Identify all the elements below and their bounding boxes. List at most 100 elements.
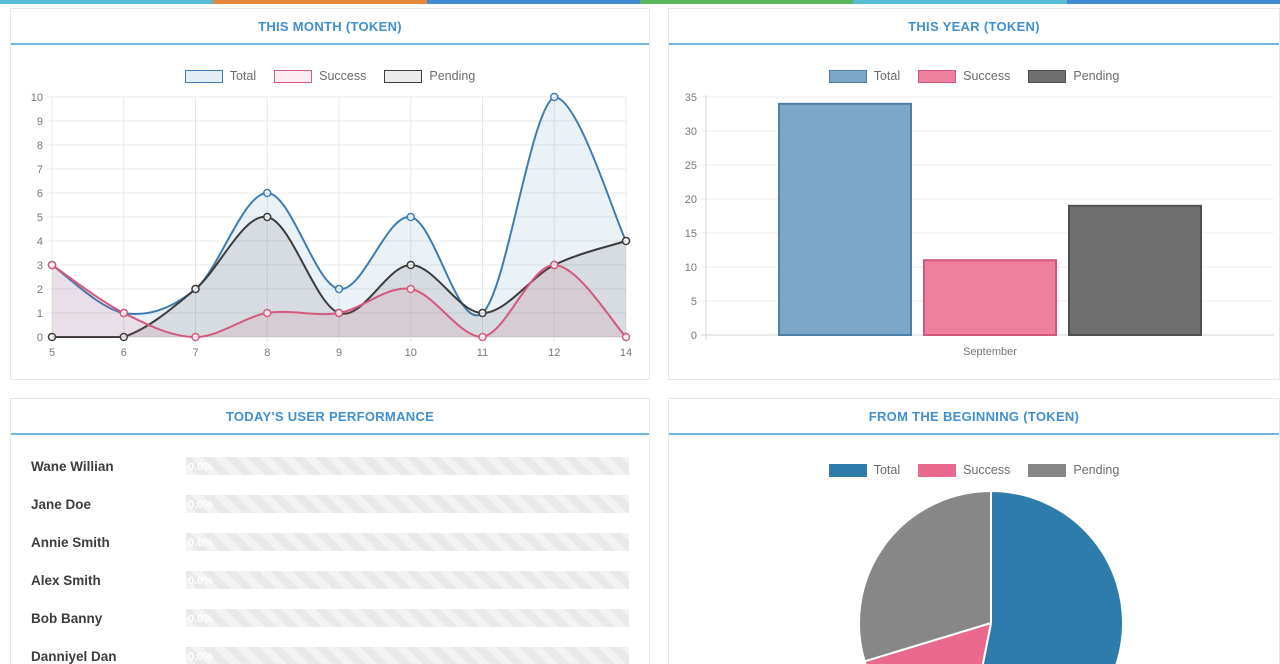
progress-value: 0.0% (188, 499, 214, 511)
legend-swatch-pending (1028, 463, 1067, 477)
legend-label: Success (319, 69, 367, 83)
legend-label: Total (229, 69, 257, 83)
user-name: Jane Doe (31, 496, 92, 512)
svg-text:9: 9 (336, 347, 342, 359)
panel-this-month-header: THIS MONTH (TOKEN) (11, 9, 649, 45)
user-performance-row: Alex Smith 0.0% (31, 571, 629, 589)
legend-swatch-total (184, 69, 223, 83)
user-name: Bob Banny (31, 610, 103, 626)
svg-text:30: 30 (685, 126, 697, 138)
legend-item-success: Success (918, 69, 1010, 83)
user-name: Danniyel Dan (31, 648, 117, 664)
panel-this-year-header: THIS YEAR (TOKEN) (669, 9, 1279, 45)
progress-value: 0.0% (188, 537, 214, 549)
svg-text:8: 8 (264, 347, 270, 359)
legend-item-total: Total (828, 69, 901, 83)
panel-title-this-year: THIS YEAR (TOKEN) (908, 19, 1040, 34)
svg-text:10: 10 (685, 262, 697, 274)
svg-text:14: 14 (620, 347, 632, 359)
panel-this-month: THIS MONTH (TOKEN) Total Success Pending 0… (10, 8, 650, 380)
legend-swatch-total (828, 69, 867, 83)
from-beginning-chart-legend: Total Success Pending (669, 463, 1279, 477)
user-performance-row: Jane Doe 0.0% (31, 495, 629, 513)
dashboard-grid: THIS MONTH (TOKEN) Total Success Pending 0… (10, 8, 1280, 664)
svg-text:0: 0 (37, 332, 43, 344)
top-strip-segment-3 (426, 0, 640, 4)
legend-swatch-total (828, 463, 867, 477)
svg-text:8: 8 (37, 140, 43, 152)
svg-text:5: 5 (49, 347, 55, 359)
svg-text:6: 6 (121, 347, 127, 359)
svg-text:6: 6 (37, 188, 43, 200)
panel-this-year: THIS YEAR (TOKEN) Total Success Pending 0 5… (668, 8, 1280, 380)
legend-label: Pending (1073, 69, 1120, 83)
svg-text:25: 25 (685, 160, 697, 172)
legend-label: Total (873, 69, 901, 83)
progress-bar: 0.0% (186, 533, 629, 551)
svg-text:10: 10 (405, 347, 417, 359)
top-strip-segment-6 (1066, 0, 1280, 4)
this-year-bar-chart: 0 5 10 15 20 25 30 35 September (685, 92, 1274, 358)
panel-title-this-month: THIS MONTH (TOKEN) (258, 19, 402, 34)
user-name: Wane Willian (31, 458, 114, 474)
top-strip-segment-1 (0, 0, 214, 4)
progress-bar: 0.0% (186, 609, 629, 627)
panel-title-user-performance: TODAY'S USER PERFORMANCE (225, 409, 435, 424)
svg-text:3: 3 (37, 260, 43, 272)
progress-value: 0.0% (188, 613, 214, 625)
user-performance-row: Annie Smith 0.0% (31, 533, 629, 551)
svg-text:12: 12 (548, 347, 560, 359)
user-performance-row: Bob Banny 0.0% (31, 609, 629, 627)
svg-text:7: 7 (37, 164, 43, 176)
svg-text:5: 5 (37, 212, 43, 224)
top-strip-segment-5 (853, 0, 1067, 4)
user-performance-list: Wane Willian 0.0% Jane Doe 0.0% Annie Smith 0… (11, 435, 649, 664)
panel-from-beginning: FROM THE BEGINNING (TOKEN) Total Success P… (668, 398, 1280, 664)
this-year-chart-legend: Total Success Pending (669, 69, 1279, 83)
legend-label: Pending (429, 69, 476, 83)
top-progress-strip (0, 0, 1280, 4)
legend-label: Total (873, 463, 901, 477)
svg-text:September: September (963, 346, 1017, 358)
panel-title-from-beginning: FROM THE BEGINNING (TOKEN) (868, 409, 1080, 424)
svg-text:35: 35 (685, 92, 697, 104)
legend-label: Success (963, 463, 1011, 477)
legend-swatch-success (274, 69, 313, 83)
svg-text:1: 1 (37, 308, 43, 320)
svg-text:4: 4 (37, 236, 43, 248)
legend-swatch-pending (1028, 69, 1067, 83)
legend-item-total: Total (828, 463, 901, 477)
svg-text:2: 2 (37, 284, 43, 296)
legend-label: Pending (1073, 463, 1120, 477)
progress-value: 0.0% (188, 651, 214, 663)
svg-text:0: 0 (691, 330, 697, 342)
top-strip-segment-2 (213, 0, 427, 4)
user-performance-row: Danniyel Dan 0.0% (31, 647, 629, 664)
user-name: Alex Smith (31, 572, 101, 588)
progress-bar: 0.0% (186, 647, 629, 664)
progress-value: 0.0% (188, 575, 214, 587)
legend-label: Success (963, 69, 1011, 83)
progress-value: 0.0% (188, 461, 214, 473)
svg-text:10: 10 (31, 92, 43, 104)
svg-text:5: 5 (691, 296, 697, 308)
legend-item-pending: Pending (1028, 463, 1119, 477)
user-name: Annie Smith (31, 534, 110, 550)
legend-item-total: Total (184, 69, 257, 83)
legend-swatch-success (918, 463, 957, 477)
svg-text:7: 7 (192, 347, 198, 359)
legend-item-pending: Pending (384, 69, 475, 83)
panel-from-beginning-header: FROM THE BEGINNING (TOKEN) (669, 399, 1279, 435)
legend-item-pending: Pending (1028, 69, 1119, 83)
panel-user-performance-header: TODAY'S USER PERFORMANCE (11, 399, 649, 435)
top-strip-segment-4 (639, 0, 854, 4)
progress-bar: 0.0% (186, 571, 629, 589)
this-month-chart-legend: Total Success Pending (11, 69, 649, 83)
legend-swatch-pending (384, 69, 423, 83)
svg-text:11: 11 (477, 347, 488, 359)
svg-text:15: 15 (685, 228, 697, 240)
svg-text:9: 9 (37, 116, 43, 128)
progress-bar: 0.0% (186, 495, 629, 513)
legend-item-success: Success (918, 463, 1010, 477)
